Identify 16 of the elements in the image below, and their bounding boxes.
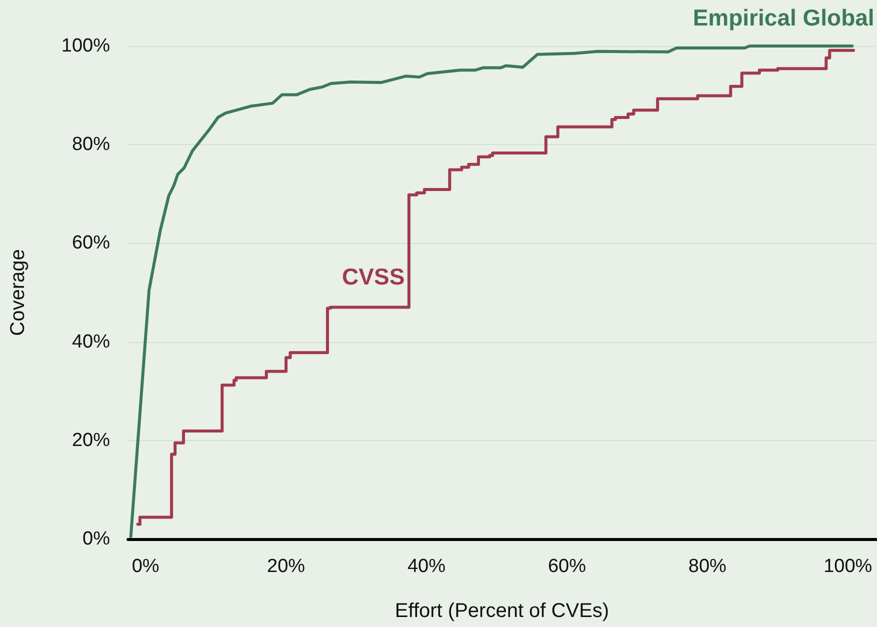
- y-tick-label: 100%: [61, 36, 110, 56]
- x-tick-label: 40%: [407, 556, 446, 577]
- x-tick-label: 100%: [824, 556, 872, 577]
- x-axis-title: Effort (Percent of CVEs): [394, 600, 610, 622]
- series-label: Empirical Global: [692, 4, 874, 30]
- y-tick-label: 40%: [72, 331, 110, 352]
- y-tick-label: 0%: [82, 528, 110, 550]
- y-axis-title: Coverage: [7, 249, 29, 336]
- y-tick-label: 80%: [72, 134, 110, 156]
- x-tick-label: 60%: [548, 556, 586, 577]
- y-tick-label: 60%: [72, 232, 110, 254]
- series-label: CVSS: [342, 264, 405, 290]
- x-tick-label: 80%: [688, 556, 727, 577]
- y-tick-label: 20%: [72, 430, 110, 451]
- x-tick-label: 20%: [267, 556, 306, 577]
- x-tick-label: 0%: [132, 556, 160, 577]
